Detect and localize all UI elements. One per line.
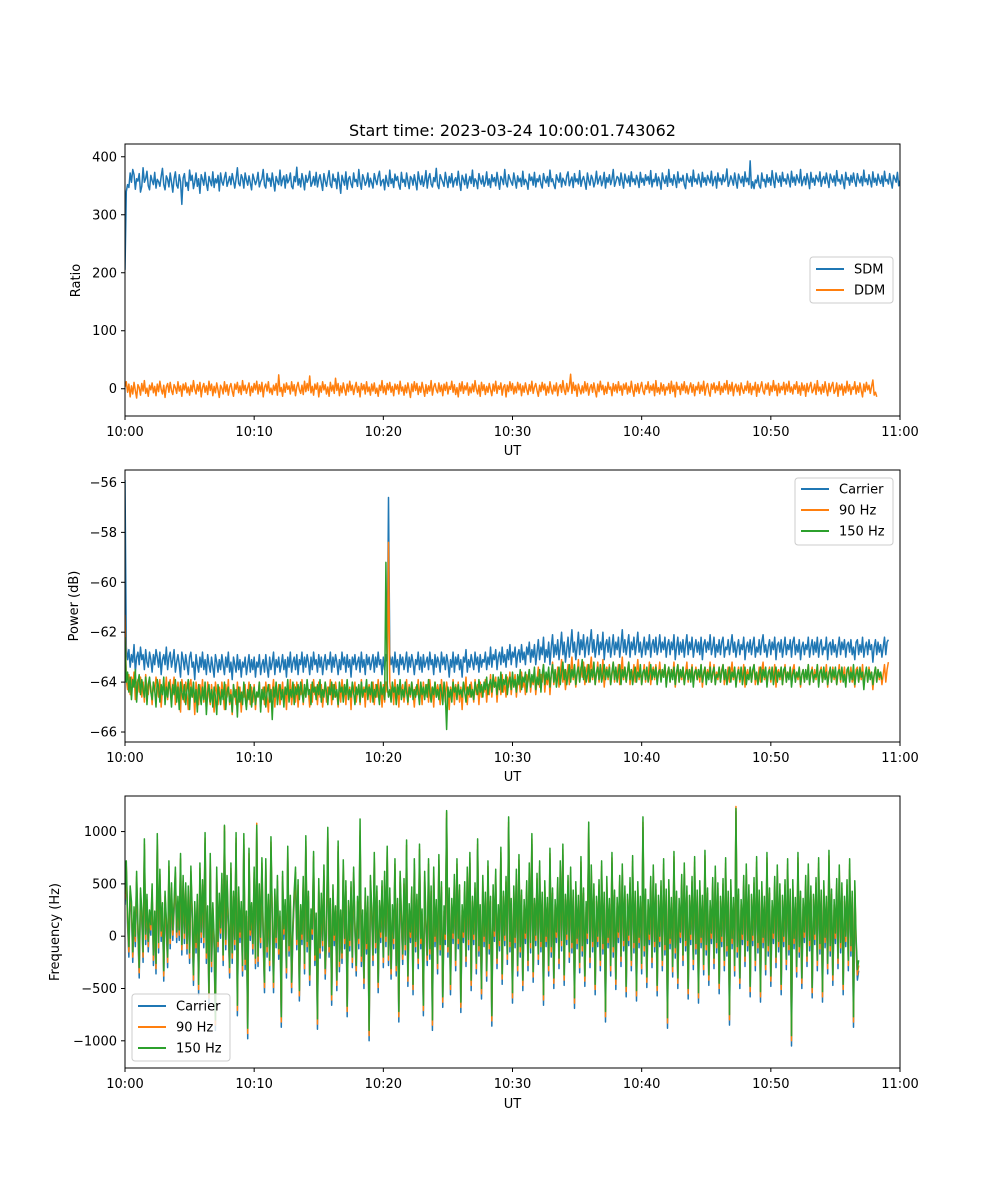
frequency-x-tick-label: 10:10: [235, 1077, 272, 1092]
power-x-axis-label: UT: [504, 770, 522, 785]
ratio-x-tick-label: 10:30: [494, 425, 531, 440]
ratio-y-axis-label: Ratio: [69, 264, 84, 297]
frequency-x-tick-label: 10:20: [365, 1077, 402, 1092]
power-legend-carrier-label: Carrier: [839, 483, 884, 498]
frequency-series-group: [125, 805, 860, 1047]
ratio-y-tick-label: 200: [92, 266, 117, 281]
frequency-y-tick-label: −1000: [73, 1034, 117, 1049]
frequency-y-tick-label: 500: [92, 877, 117, 892]
power-legend-150hz-label: 150 Hz: [839, 525, 885, 540]
ratio-x-tick-label: 11:00: [881, 425, 918, 440]
power-y-tick-label: −66: [90, 726, 117, 741]
frequency-y-tick-label: 0: [109, 930, 117, 945]
power-series-carrier-line: [125, 479, 890, 681]
ratio-x-tick-label: 10:00: [106, 425, 143, 440]
frequency-x-tick-label: 10:50: [752, 1077, 789, 1092]
power-series-150-hz-line: [125, 561, 883, 731]
power-y-tick-label: −60: [90, 576, 117, 591]
power-x-tick-label: 10:30: [494, 751, 531, 766]
frequency-y-axis-label: Frequency (Hz): [48, 883, 63, 981]
power-legend-90hz-label: 90 Hz: [839, 504, 876, 519]
chart-title: Start time: 2023-03-24 10:00:01.743062: [349, 121, 676, 140]
frequency-y-tick-label: 1000: [84, 825, 117, 840]
ratio-series-sdm-line: [125, 160, 900, 270]
frequency-x-tick-label: 10:30: [494, 1077, 531, 1092]
frequency-x-tick-label: 11:00: [881, 1077, 918, 1092]
frequency-x-tick-label: 10:40: [623, 1077, 660, 1092]
frequency-legend-90hz-label: 90 Hz: [176, 1021, 213, 1036]
power-y-tick-label: −56: [90, 476, 117, 491]
frequency-series-150-hz-line: [125, 807, 860, 1037]
ratio-plot-area: 10:00 10:10 10:20 10:30 10:40 10:50 11:00 0 100 2…: [92, 143, 919, 440]
power-x-tick-label: 10:10: [235, 751, 272, 766]
ratio-x-tick-label: 10:10: [235, 425, 272, 440]
power-legend-box: [794, 477, 894, 546]
frequency-panel: 10:00 10:10 10:20 10:30 10:40 10:50 11:00 1000 5…: [48, 795, 919, 1112]
ratio-series-ddm-line: [125, 373, 878, 399]
power-legend: Carrier 90 Hz 150 Hz: [794, 477, 894, 546]
ratio-series-group: [125, 160, 900, 399]
frequency-x-axis-label: UT: [504, 1097, 522, 1112]
power-y-tick-label: −58: [90, 526, 117, 541]
ratio-panel: Start time: 2023-03-24 10:00:01.743062 1…: [69, 121, 919, 459]
power-plot-area: 10:00 10:10 10:20 10:30 10:40 10:50 11:00 −56 −5…: [90, 469, 919, 766]
frequency-plot-area: 10:00 10:10 10:20 10:30 10:40 10:50 11:00 1000 5…: [73, 795, 919, 1092]
power-y-tick-label: −62: [90, 626, 117, 641]
frequency-y-tick-label: −500: [81, 982, 117, 997]
power-x-tick-label: 10:20: [365, 751, 402, 766]
ratio-legend-sdm-label: SDM: [854, 263, 883, 278]
power-y-tick-label: −64: [90, 676, 117, 691]
ratio-x-tick-label: 10:50: [752, 425, 789, 440]
ratio-x-tick-label: 10:40: [623, 425, 660, 440]
ratio-y-tick-label: 0: [109, 382, 117, 397]
frequency-legend-150hz-label: 150 Hz: [176, 1042, 222, 1057]
ratio-legend-ddm-label: DDM: [854, 284, 885, 299]
ratio-y-tick-label: 400: [92, 150, 117, 165]
ratio-x-tick-label: 10:20: [365, 425, 402, 440]
power-x-tick-label: 10:00: [106, 751, 143, 766]
power-x-tick-label: 10:40: [623, 751, 660, 766]
ratio-x-axis-label: UT: [504, 444, 522, 459]
power-x-tick-label: 11:00: [881, 751, 918, 766]
power-x-tick-label: 10:50: [752, 751, 789, 766]
frequency-x-tick-label: 10:00: [106, 1077, 143, 1092]
frequency-legend-carrier-label: Carrier: [176, 1000, 221, 1015]
ratio-legend: SDM DDM: [809, 256, 894, 304]
frequency-legend-box: [131, 993, 231, 1062]
power-panel: 10:00 10:10 10:20 10:30 10:40 10:50 11:00 −56 −5…: [67, 469, 919, 785]
ratio-y-tick-label: 100: [92, 324, 117, 339]
ratio-y-tick-label: 300: [92, 208, 117, 223]
power-series-group: [125, 479, 890, 731]
power-y-axis-label: Power (dB): [67, 571, 82, 642]
frequency-legend: Carrier 90 Hz 150 Hz: [131, 993, 231, 1062]
